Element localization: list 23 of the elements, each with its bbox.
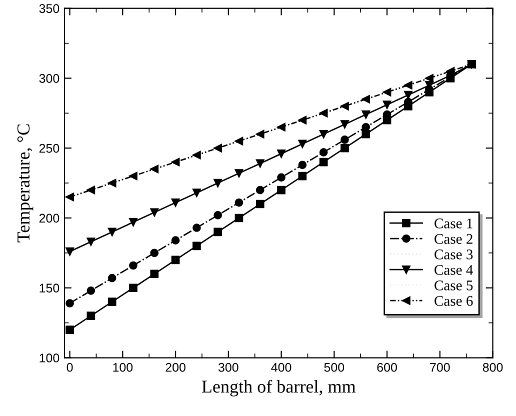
x-tick-label: 300 — [218, 362, 238, 372]
y-tick-label: 300 — [39, 74, 60, 83]
x-tick-label: 600 — [377, 362, 397, 372]
legend-label: Case 6 — [434, 296, 473, 306]
legend-label: Case 2 — [434, 234, 472, 244]
y-tick-label: 150 — [40, 284, 60, 293]
x-tick-label: 100 — [113, 362, 133, 372]
x-tick-label: 0 — [66, 362, 73, 372]
y-tick-label: 100 — [40, 354, 60, 362]
x-tick-label: 800 — [482, 362, 503, 372]
x-tick-label: 400 — [271, 362, 292, 372]
legend-label: Case 1 — [434, 218, 472, 228]
legend-label: Case 5 — [434, 280, 473, 290]
x-tick-label: 200 — [166, 362, 186, 372]
y-tick-label: 350 — [39, 4, 60, 13]
x-tick-label: 500 — [324, 362, 344, 372]
y-tick-label: 200 — [39, 214, 60, 223]
x-axis-title: Length of barrel, mm — [202, 380, 356, 396]
x-tick-label: 700 — [430, 362, 450, 372]
y-tick-label: 250 — [39, 144, 60, 153]
legend-label: Case 4 — [434, 265, 473, 275]
y-axis-title: Temperature, °C — [17, 124, 34, 242]
legend-label: Case 3 — [434, 250, 473, 260]
